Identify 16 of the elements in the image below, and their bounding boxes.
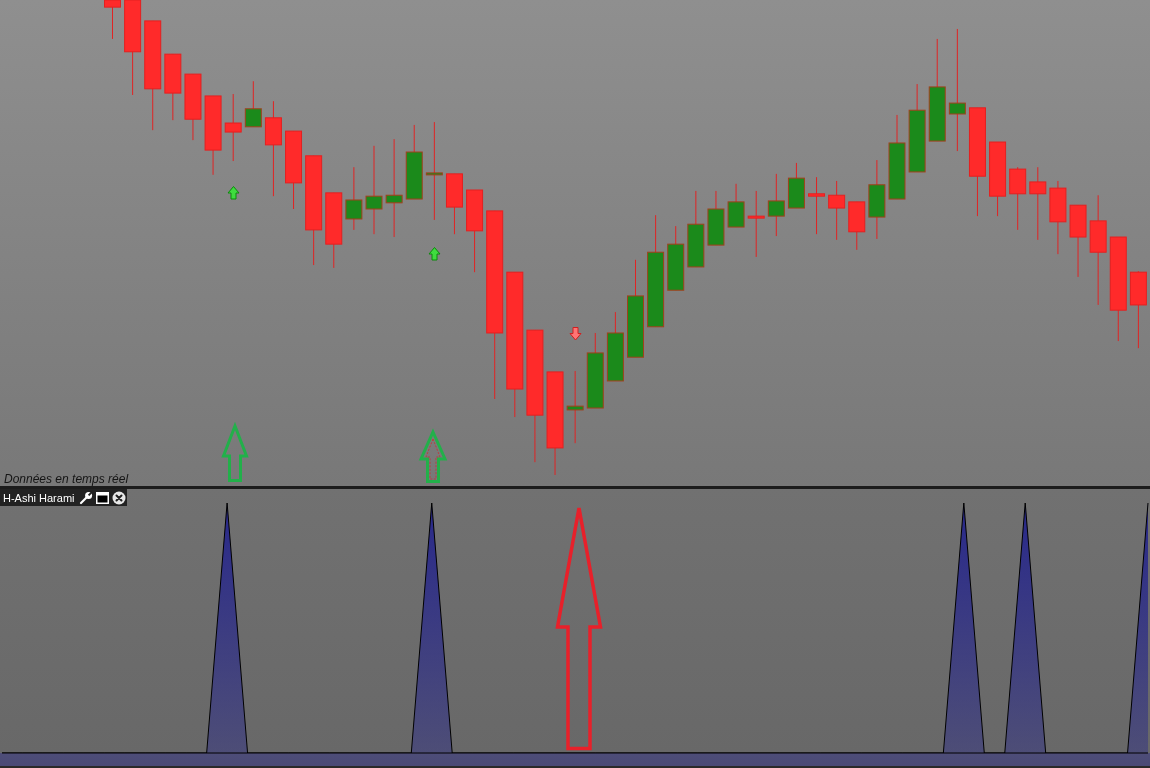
- annotation: Données en temps réel: [4, 472, 129, 486]
- candlestick: [244, 80, 262, 128]
- candlestick: [566, 370, 584, 444]
- candlestick: [345, 166, 363, 231]
- candlestick: [948, 28, 966, 152]
- candlestick: [104, 0, 121, 40]
- candlestick: [224, 93, 242, 162]
- candlestick: [767, 173, 785, 237]
- candlestick: [808, 176, 826, 235]
- candlestick: [747, 190, 765, 258]
- candlestick: [365, 145, 383, 235]
- candlestick: [1029, 166, 1047, 241]
- candlestick: [828, 180, 846, 241]
- candlestick: [385, 138, 403, 238]
- candlestick: [425, 121, 443, 221]
- chart-title: H-Ashi Harami: [3, 491, 75, 504]
